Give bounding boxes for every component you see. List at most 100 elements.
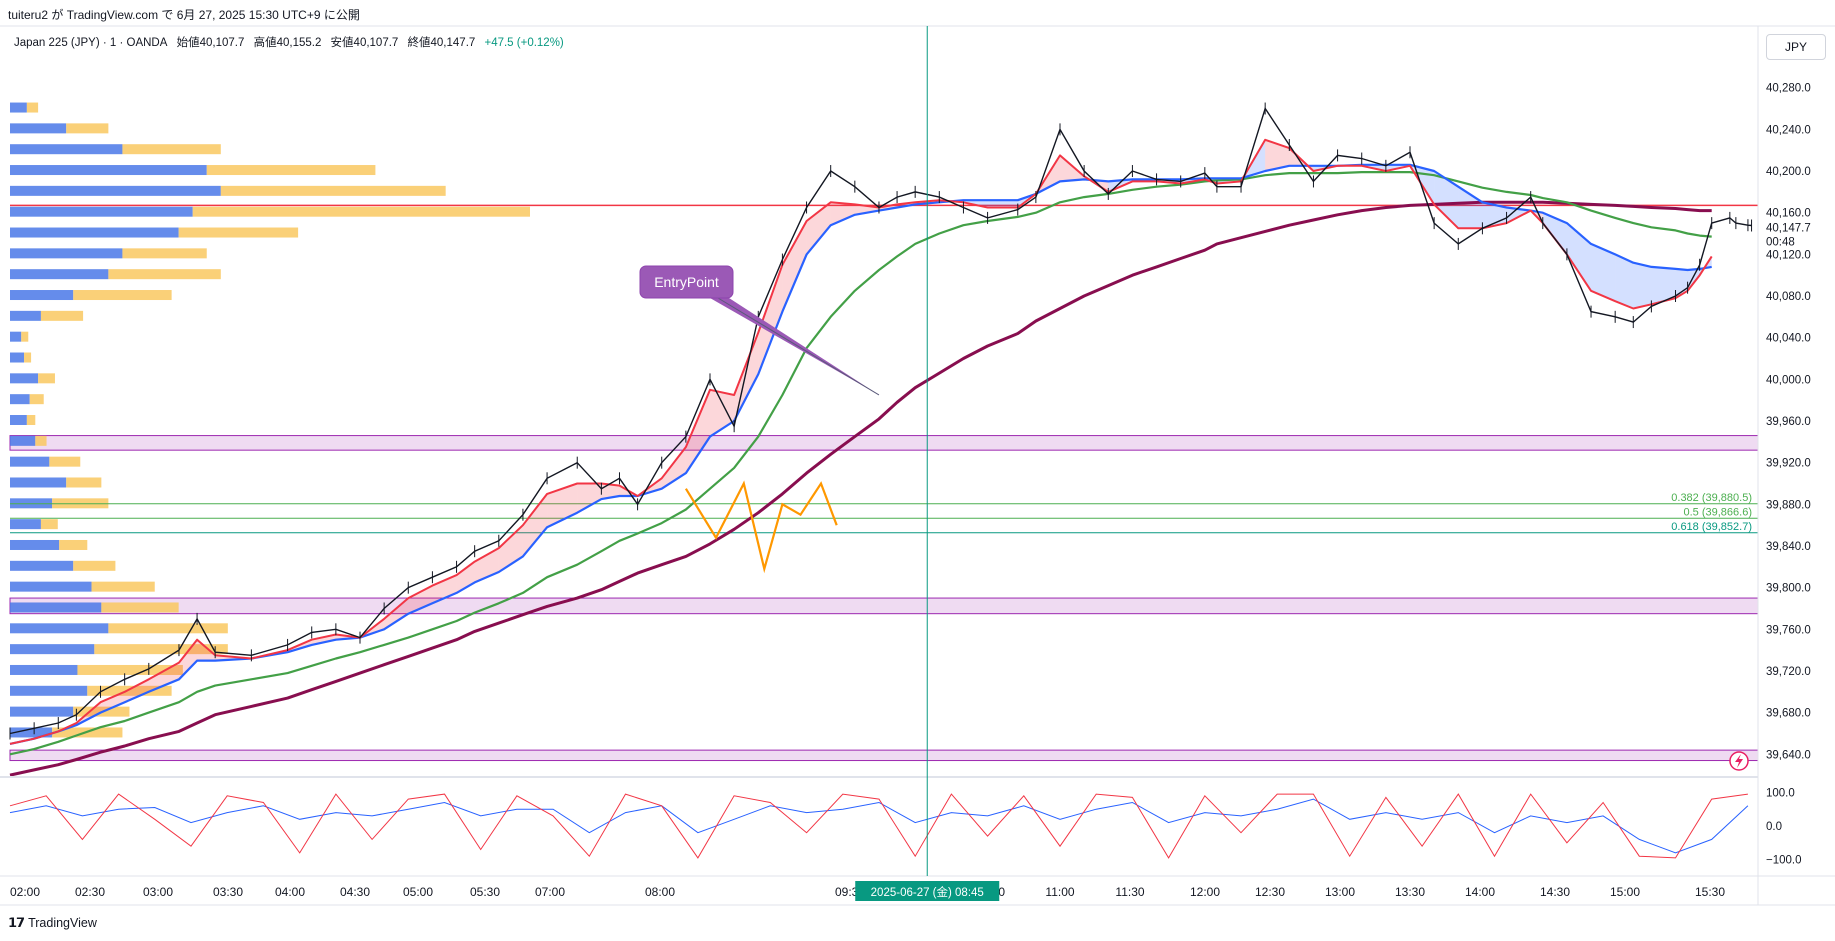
volume-profile-down-bar bbox=[77, 664, 183, 675]
ema-cloud-bull bbox=[384, 598, 409, 630]
volume-profile-down-bar bbox=[35, 435, 47, 446]
ohlc-low: 安値40,107.7 bbox=[330, 37, 399, 49]
price-tick-label: 40,160.0 bbox=[1766, 208, 1811, 220]
price-tick-label: 40,200.0 bbox=[1766, 166, 1811, 178]
volume-profile-down-bar bbox=[91, 581, 155, 592]
ema-long-line[interactable] bbox=[9, 200, 1712, 777]
time-tick-label: 04:00 bbox=[275, 885, 305, 899]
volume-profile-up-bar bbox=[10, 519, 41, 530]
oscillator-k-line[interactable] bbox=[9, 793, 1748, 859]
volume-profile-up-bar bbox=[10, 539, 60, 550]
volume-profile-up-bar bbox=[10, 706, 74, 717]
volume-profile-up-bar bbox=[10, 623, 109, 634]
fib-level-label: 0.5 (39,866.6) bbox=[1684, 506, 1753, 518]
price-change: +47.5 (+0.12%) bbox=[484, 37, 564, 49]
volume-profile-up-bar bbox=[10, 644, 95, 655]
ema-cloud-bull bbox=[577, 483, 602, 513]
ema-cloud-bull bbox=[124, 679, 149, 703]
volume-profile-down-bar bbox=[66, 123, 109, 134]
ema-cloud-bull bbox=[456, 561, 475, 593]
crosshair-time-label: 2025-06-27 (金) 08:45 bbox=[871, 885, 984, 899]
volume-profile-up-bar bbox=[10, 415, 27, 425]
volume-profile-up-bar bbox=[10, 290, 74, 301]
fib-level-label: 0.618 (39,852.7) bbox=[1671, 521, 1752, 533]
volume-profile-down-bar bbox=[206, 165, 376, 176]
ema-mid-line[interactable] bbox=[9, 163, 1712, 745]
ema-cloud-bear bbox=[1633, 262, 1652, 309]
support-zone bbox=[9, 749, 1759, 762]
callout-leader-line bbox=[717, 297, 880, 396]
time-tick-label: 15:00 bbox=[1610, 885, 1640, 899]
price-tick-label: 39,960.0 bbox=[1766, 416, 1811, 428]
ema-cloud-bull bbox=[432, 575, 457, 604]
volume-profile-down-bar bbox=[101, 602, 179, 613]
callout-pointer bbox=[710, 298, 879, 395]
volume-profile-down-bar bbox=[220, 185, 446, 196]
volume-profile-down-bar bbox=[108, 623, 228, 634]
volume-profile-up-bar bbox=[10, 206, 193, 217]
volume-profile-up-bar bbox=[10, 435, 36, 446]
ohlc-close: 終値40,147.7 bbox=[407, 37, 476, 49]
ema-cloud-bull bbox=[782, 221, 807, 312]
time-tick-label: 12:30 bbox=[1255, 885, 1285, 899]
volume-profile-down-bar bbox=[59, 539, 88, 550]
support-zone bbox=[9, 435, 1759, 451]
ema-cloud-bear bbox=[1651, 266, 1676, 305]
price-tick-label: 39,720.0 bbox=[1766, 666, 1811, 678]
oscillator-d-line[interactable] bbox=[9, 798, 1749, 854]
symbol-legend: Japan 225 (JPY) · 1 · OANDA 始値40,107.7 高… bbox=[14, 34, 570, 50]
volume-profile-up-bar bbox=[10, 685, 88, 696]
ema-cloud-bear bbox=[1482, 202, 1507, 229]
time-tick-label: 12:00 bbox=[1190, 885, 1220, 899]
w-pattern-drawing[interactable] bbox=[684, 480, 838, 574]
price-tick-label: 39,760.0 bbox=[1766, 624, 1811, 636]
ema-cloud-bull bbox=[758, 264, 783, 375]
volume-profile-up-bar bbox=[10, 394, 30, 405]
volume-profile-down-bar bbox=[122, 248, 207, 259]
symbol-name[interactable]: Japan 225 (JPY) · 1 · OANDA bbox=[14, 37, 168, 49]
ema-cloud-bull bbox=[710, 389, 735, 437]
time-tick-label: 13:00 bbox=[1325, 885, 1355, 899]
volume-profile-down-bar bbox=[178, 227, 299, 238]
volume-profile-up-bar bbox=[10, 185, 221, 196]
volume-profile-up-bar bbox=[10, 727, 53, 738]
price-tick-label: 40,000.0 bbox=[1766, 374, 1811, 386]
price-tick-label: 40,280.0 bbox=[1766, 83, 1811, 95]
volume-profile-up-bar bbox=[10, 269, 109, 280]
footer-brand: 𝟭𝟳 TradingView bbox=[8, 915, 97, 931]
price-tick-label: 40,080.0 bbox=[1766, 291, 1811, 303]
volume-profile-down-bar bbox=[24, 352, 32, 363]
ema-cloud-bull bbox=[197, 639, 216, 661]
volume-profile-down-bar bbox=[122, 144, 221, 155]
ema-cloud-bull bbox=[1265, 139, 1290, 172]
ema-fast-line[interactable] bbox=[9, 138, 1713, 745]
entry-point-callout[interactable] bbox=[639, 265, 734, 299]
volume-profile-up-bar bbox=[10, 310, 41, 321]
ema-slow-line[interactable] bbox=[9, 171, 1712, 756]
time-tick-label: 08:00 bbox=[645, 885, 675, 899]
volume-profile-up-bar bbox=[10, 477, 67, 488]
last-price-label: 40,147.7 bbox=[1766, 223, 1811, 235]
currency-button[interactable]: JPY bbox=[1766, 34, 1826, 60]
lightning-icon bbox=[1735, 754, 1743, 768]
ema-cloud-bull bbox=[806, 202, 831, 255]
time-tick-label: 02:00 bbox=[10, 885, 40, 899]
ema-cloud-bull bbox=[100, 691, 125, 713]
volume-profile-down-bar bbox=[73, 290, 172, 301]
price-tick-label: 39,680.0 bbox=[1766, 708, 1811, 720]
volume-profile-up-bar bbox=[10, 602, 102, 613]
volume-profile-down-bar bbox=[21, 331, 29, 342]
volume-profile-up-bar bbox=[10, 456, 50, 467]
price-tick-label: 39,880.0 bbox=[1766, 499, 1811, 511]
volume-profile-up-bar bbox=[10, 581, 92, 592]
time-tick-label: 03:00 bbox=[143, 885, 173, 899]
oscillator-tick-label: −100.0 bbox=[1766, 855, 1802, 867]
time-tick-label: 03:30 bbox=[213, 885, 243, 899]
time-tick-label: 14:00 bbox=[1465, 885, 1495, 899]
volume-profile-down-bar bbox=[26, 415, 36, 425]
volume-profile-down-bar bbox=[192, 206, 530, 217]
time-tick-label: 05:30 bbox=[470, 885, 500, 899]
ema-cloud-bear bbox=[1434, 171, 1459, 229]
volume-profile-up-bar bbox=[10, 664, 78, 675]
